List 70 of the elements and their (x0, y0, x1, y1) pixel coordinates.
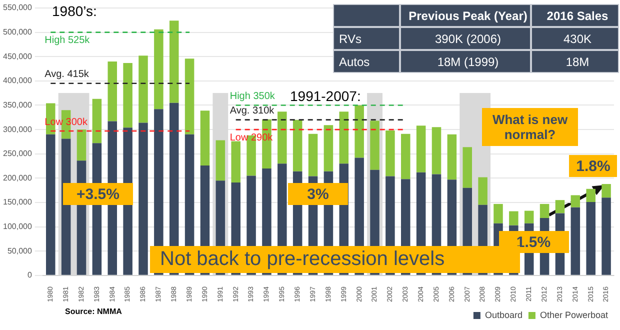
bar (462, 147, 472, 188)
y-tick-label: 500,000 (2, 28, 32, 37)
y-tick-label: 0 (27, 270, 32, 280)
callout-box: 1.8% (569, 155, 618, 178)
annotation: 1991-2007: (290, 88, 361, 104)
y-tick-label: 350,000 (2, 100, 32, 110)
y-tick-label: 50,000 (7, 246, 32, 256)
bar (108, 61, 118, 122)
series-label: Avg. 415k (44, 69, 90, 80)
bar (524, 210, 534, 224)
bar (586, 202, 596, 275)
bar (555, 200, 565, 214)
y-tick-label: 100,000 (2, 222, 32, 232)
bar (123, 62, 132, 128)
bar (92, 98, 102, 144)
bar (416, 126, 426, 172)
callout-box: 3% (288, 183, 348, 205)
y-tick-label: 450,000 (2, 52, 32, 61)
bar (602, 198, 611, 275)
bar (292, 120, 302, 172)
bar (570, 195, 580, 208)
table-cell: 430K (531, 27, 619, 50)
y-tick-label: 300,000 (2, 124, 32, 134)
bar (447, 134, 457, 180)
bar (432, 127, 442, 174)
callout-box: Not back to pre-recession levels (150, 246, 520, 274)
table-cell: RVs (333, 27, 400, 50)
bar (540, 204, 550, 218)
bar (154, 29, 164, 110)
table-cell: Previous Peak (Year) (400, 4, 531, 27)
y-tick-label: 550,000 (2, 3, 32, 12)
callout-box: +3.5% (63, 183, 133, 205)
bar (339, 112, 349, 164)
bar (386, 130, 395, 176)
bar (76, 130, 86, 161)
bar (231, 141, 240, 183)
series-label: High 350k (230, 90, 276, 102)
y-tick-label: 250,000 (2, 149, 32, 158)
bar (169, 20, 179, 103)
table-cell: 18M (1999) (400, 50, 531, 73)
bar (46, 134, 56, 275)
bar (494, 204, 503, 224)
legend-label: Other Powerboat (540, 310, 608, 320)
bar (200, 110, 210, 166)
table-cell: 18M (531, 50, 619, 73)
bar (478, 177, 488, 205)
bar (138, 122, 148, 275)
bar (324, 125, 334, 172)
bar (138, 56, 148, 123)
bar (354, 105, 364, 158)
bar (216, 140, 226, 181)
table-cell: 390K (2006) (400, 27, 531, 50)
y-tick-label: 400,000 (2, 76, 32, 86)
callout-box: What is new normal? (482, 108, 578, 146)
bar (570, 207, 580, 275)
source-note: Source: NMMA (65, 307, 122, 316)
table-cell: Autos (333, 50, 400, 73)
bar (308, 134, 318, 176)
series-label: High 525k (44, 35, 91, 46)
annotation: 1980’s: (52, 3, 97, 19)
y-tick-label: 150,000 (2, 198, 32, 207)
bar (278, 112, 287, 164)
bar (509, 211, 518, 226)
series-label: Avg. 310k (230, 106, 276, 117)
y-tick-label: 200,000 (2, 173, 32, 182)
table-cell: 2016 Sales (531, 4, 619, 27)
bar (184, 58, 194, 134)
bar (401, 134, 410, 180)
legend-label: Outboard (484, 310, 522, 320)
bar (370, 120, 380, 170)
